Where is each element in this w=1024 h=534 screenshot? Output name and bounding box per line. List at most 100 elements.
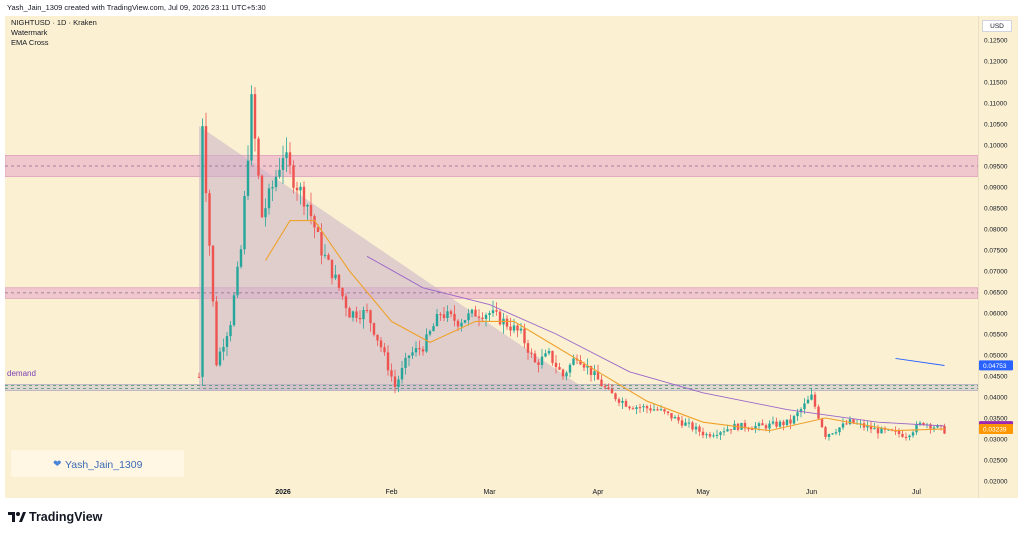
candle[interactable] [698, 424, 701, 437]
candle[interactable] [600, 375, 603, 387]
candle[interactable] [446, 305, 449, 322]
candle[interactable] [624, 398, 628, 408]
indicator-watermark[interactable]: Watermark [11, 28, 48, 37]
candle[interactable] [498, 309, 502, 326]
candle[interactable] [775, 417, 778, 429]
candle[interactable] [526, 339, 530, 360]
candle[interactable] [463, 319, 467, 324]
candle[interactable] [565, 370, 568, 381]
candle[interactable] [453, 305, 456, 327]
candle[interactable] [691, 420, 694, 432]
candle[interactable] [845, 419, 848, 425]
candle[interactable] [257, 136, 260, 180]
candle[interactable] [449, 309, 453, 318]
candle[interactable] [295, 181, 299, 201]
candle[interactable] [516, 324, 519, 338]
candle[interactable] [323, 244, 327, 259]
candle[interactable] [642, 403, 645, 412]
candle[interactable] [722, 427, 726, 436]
candle[interactable] [208, 189, 211, 256]
candle[interactable] [309, 192, 313, 225]
candle[interactable] [407, 354, 411, 367]
candle[interactable] [537, 359, 540, 373]
candle[interactable] [848, 416, 852, 426]
candle[interactable] [782, 419, 785, 431]
candle[interactable] [915, 421, 918, 436]
candle[interactable] [561, 368, 565, 381]
candle[interactable] [929, 423, 932, 434]
candle[interactable] [327, 252, 330, 261]
candle[interactable] [628, 405, 631, 411]
candle[interactable] [922, 422, 925, 426]
candle[interactable] [421, 346, 425, 356]
candle[interactable] [789, 414, 792, 430]
candle[interactable] [404, 352, 407, 375]
candle[interactable] [824, 425, 827, 440]
indicator-ema-cross[interactable]: EMA Cross [11, 38, 49, 47]
candle[interactable] [586, 358, 589, 375]
candle[interactable] [197, 372, 201, 378]
candle[interactable] [414, 341, 418, 357]
candle[interactable] [232, 292, 236, 328]
candle[interactable] [761, 419, 764, 426]
price-scale[interactable] [978, 16, 1018, 498]
candle[interactable] [435, 309, 439, 327]
candle[interactable] [719, 431, 722, 441]
candle[interactable] [729, 429, 733, 435]
candle[interactable] [593, 364, 596, 381]
candle[interactable] [677, 414, 680, 424]
blue-trend-line[interactable] [895, 357, 945, 366]
candle[interactable] [519, 323, 523, 334]
candle[interactable] [211, 244, 215, 307]
candle[interactable] [554, 355, 558, 374]
candle[interactable] [904, 432, 908, 441]
candle[interactable] [467, 308, 470, 326]
candle[interactable] [708, 431, 712, 439]
candle[interactable] [477, 309, 481, 327]
candle[interactable] [372, 322, 376, 337]
candle[interactable] [418, 340, 421, 356]
candle[interactable] [253, 87, 257, 152]
candle[interactable] [589, 365, 593, 382]
currency-badge[interactable]: USD [982, 20, 1012, 32]
candle[interactable] [673, 415, 677, 419]
candle[interactable] [712, 432, 715, 438]
candle[interactable] [330, 259, 334, 285]
candle[interactable] [834, 428, 838, 436]
candle[interactable] [390, 363, 393, 382]
candle[interactable] [474, 305, 477, 317]
candle[interactable] [411, 346, 414, 359]
candle[interactable] [222, 338, 225, 361]
candle[interactable] [470, 308, 474, 318]
candle[interactable] [579, 355, 582, 366]
candle[interactable] [225, 331, 229, 356]
candle[interactable] [873, 422, 876, 430]
candle[interactable] [337, 274, 341, 291]
candle[interactable] [715, 429, 719, 439]
candle[interactable] [274, 169, 278, 192]
candle[interactable] [649, 404, 652, 414]
candle[interactable] [869, 420, 873, 434]
candle[interactable] [204, 112, 208, 203]
candle[interactable] [344, 293, 348, 317]
candle[interactable] [551, 350, 554, 366]
candle[interactable] [358, 310, 362, 324]
candle[interactable] [201, 118, 204, 386]
candle[interactable] [285, 137, 288, 173]
candle[interactable] [799, 407, 803, 418]
candle[interactable] [666, 411, 670, 416]
candle[interactable] [631, 406, 635, 410]
candle[interactable] [369, 309, 372, 332]
candle[interactable] [607, 383, 610, 390]
candle[interactable] [509, 317, 512, 337]
candle[interactable] [260, 174, 264, 218]
candle[interactable] [547, 348, 551, 356]
candle[interactable] [428, 329, 432, 337]
candle[interactable] [348, 306, 351, 318]
candle[interactable] [246, 145, 250, 200]
candle[interactable] [502, 312, 505, 334]
candle[interactable] [925, 422, 929, 429]
symbol-line[interactable]: NIGHTUSD · 1D · Kraken [11, 18, 97, 27]
candle[interactable] [267, 183, 271, 215]
